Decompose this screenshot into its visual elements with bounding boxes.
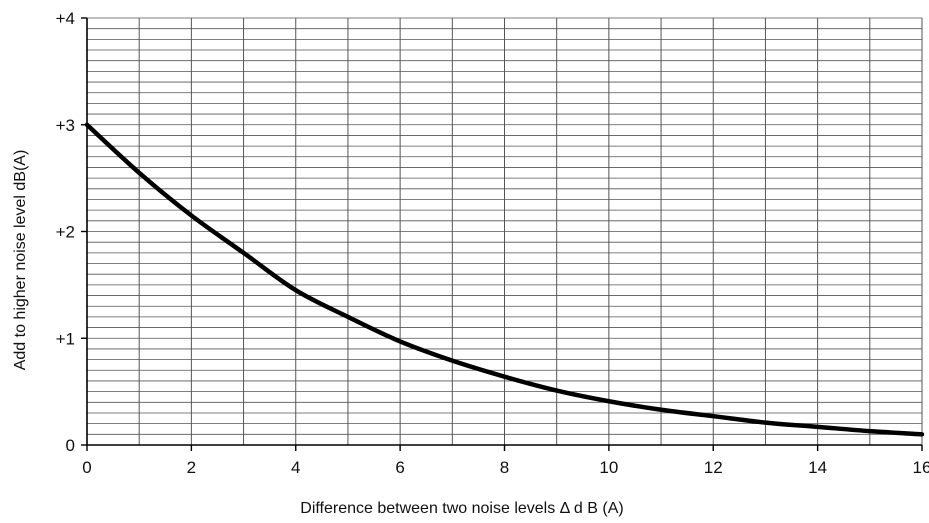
- y-tick-label: 0: [66, 436, 75, 455]
- x-tick-label: 16: [913, 458, 929, 477]
- tick-labels: 0 +1 +2 +3 +4 0 2 4 6 8 10 12 14 16: [56, 9, 929, 477]
- y-tick-label: +2: [56, 223, 75, 242]
- x-axis-label: Difference between two noise levels Δ d …: [300, 500, 623, 517]
- x-tick-label: 14: [808, 458, 827, 477]
- x-tick-label: 12: [704, 458, 723, 477]
- x-tick-label: 2: [187, 458, 196, 477]
- y-tick-label: +3: [56, 116, 75, 135]
- x-tick-label: 0: [82, 458, 91, 477]
- grid: [86, 17, 923, 446]
- x-tick-label: 10: [599, 458, 618, 477]
- x-tick-label: 4: [291, 458, 300, 477]
- y-tick-label: +1: [56, 329, 75, 348]
- x-tick-label: 6: [395, 458, 404, 477]
- axes: [81, 17, 923, 451]
- y-tick-label: +4: [56, 9, 75, 28]
- y-axis-label: Add to higher noise level dB(A): [12, 150, 29, 371]
- series: [84, 122, 925, 437]
- x-tick-label: 8: [500, 458, 509, 477]
- series-line: [84, 122, 925, 437]
